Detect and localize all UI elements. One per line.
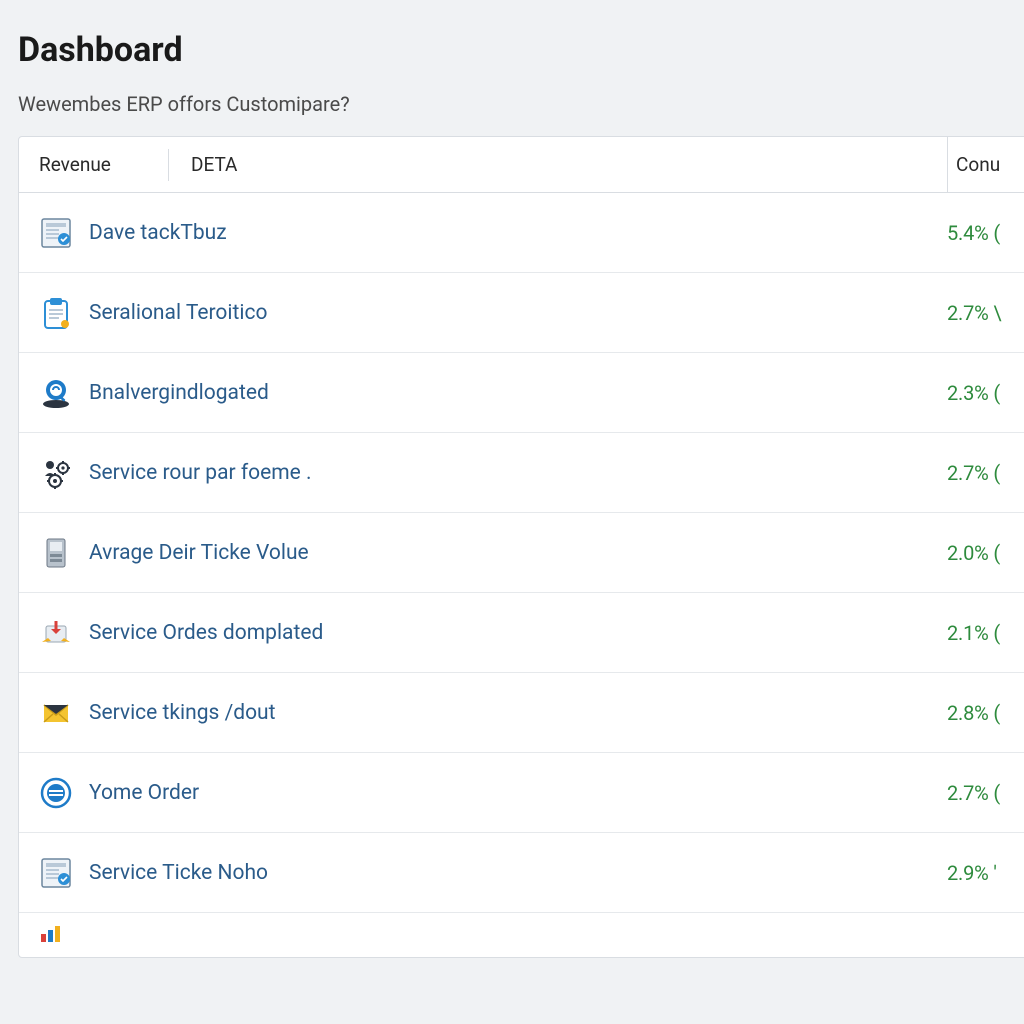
row-label: Service rour par foeme . [89,461,947,485]
table-row-partial [19,913,1024,957]
header-revenue[interactable]: Revenue [19,149,169,181]
table-row[interactable]: Avrage Deir Ticke Volue 2.0% ( [19,513,1024,593]
row-label: Dave tackTbuz [89,221,947,245]
row-value: 5.4% ( [947,221,1024,245]
page-title: Dashboard [18,30,1024,70]
row-value: 2.1% ( [947,621,1024,645]
row-value: 2.0% ( [947,541,1024,565]
row-value: 2.3% ( [947,381,1024,405]
row-label: Avrage Deir Ticke Volue [89,541,947,565]
document-check-icon [39,216,89,250]
download-tray-icon [39,616,89,650]
row-label: Seralional Teroitico [89,301,947,325]
header-deta[interactable]: DETA [169,153,947,176]
disc-icon [39,776,89,810]
row-value: 2.7% ( [947,781,1024,805]
page-subtitle: Wewembes ERP offors Customipare? [18,92,1024,116]
metrics-table: Revenue DETA Conu Dave tackTbuz 5.4% ( S… [18,136,1024,958]
server-icon [39,536,89,570]
row-value: 2.7% ( [947,461,1024,485]
search-scale-icon [39,376,89,410]
table-header: Revenue DETA Conu [19,137,1024,193]
table-row[interactable]: Yome Order 2.7% ( [19,753,1024,833]
table-row[interactable]: Service Ticke Noho 2.9% ' [19,833,1024,913]
row-label: Service Ticke Noho [89,861,947,885]
row-label: Service Ordes domplated [89,621,947,645]
table-row[interactable]: Service Ordes domplated 2.1% ( [19,593,1024,673]
table-row[interactable]: Bnalvergindlogated 2.3% ( [19,353,1024,433]
header-conu[interactable]: Conu [947,137,1024,193]
table-row[interactable]: Seralional Teroitico 2.7% \ [19,273,1024,353]
table-row[interactable]: Dave tackTbuz 5.4% ( [19,193,1024,273]
row-value: 2.7% \ [947,301,1024,325]
clipboard-icon [39,296,89,330]
gears-person-icon [39,456,89,490]
document-check-icon [39,856,89,890]
envelope-icon [39,696,89,730]
chart-icon [39,921,89,947]
row-label: Bnalvergindlogated [89,381,947,405]
row-label: Service tkings /dout [89,701,947,725]
table-row[interactable]: Service rour par foeme . 2.7% ( [19,433,1024,513]
row-value: 2.8% ( [947,701,1024,725]
table-row[interactable]: Service tkings /dout 2.8% ( [19,673,1024,753]
row-value: 2.9% ' [947,861,1024,885]
row-label: Yome Order [89,781,947,805]
